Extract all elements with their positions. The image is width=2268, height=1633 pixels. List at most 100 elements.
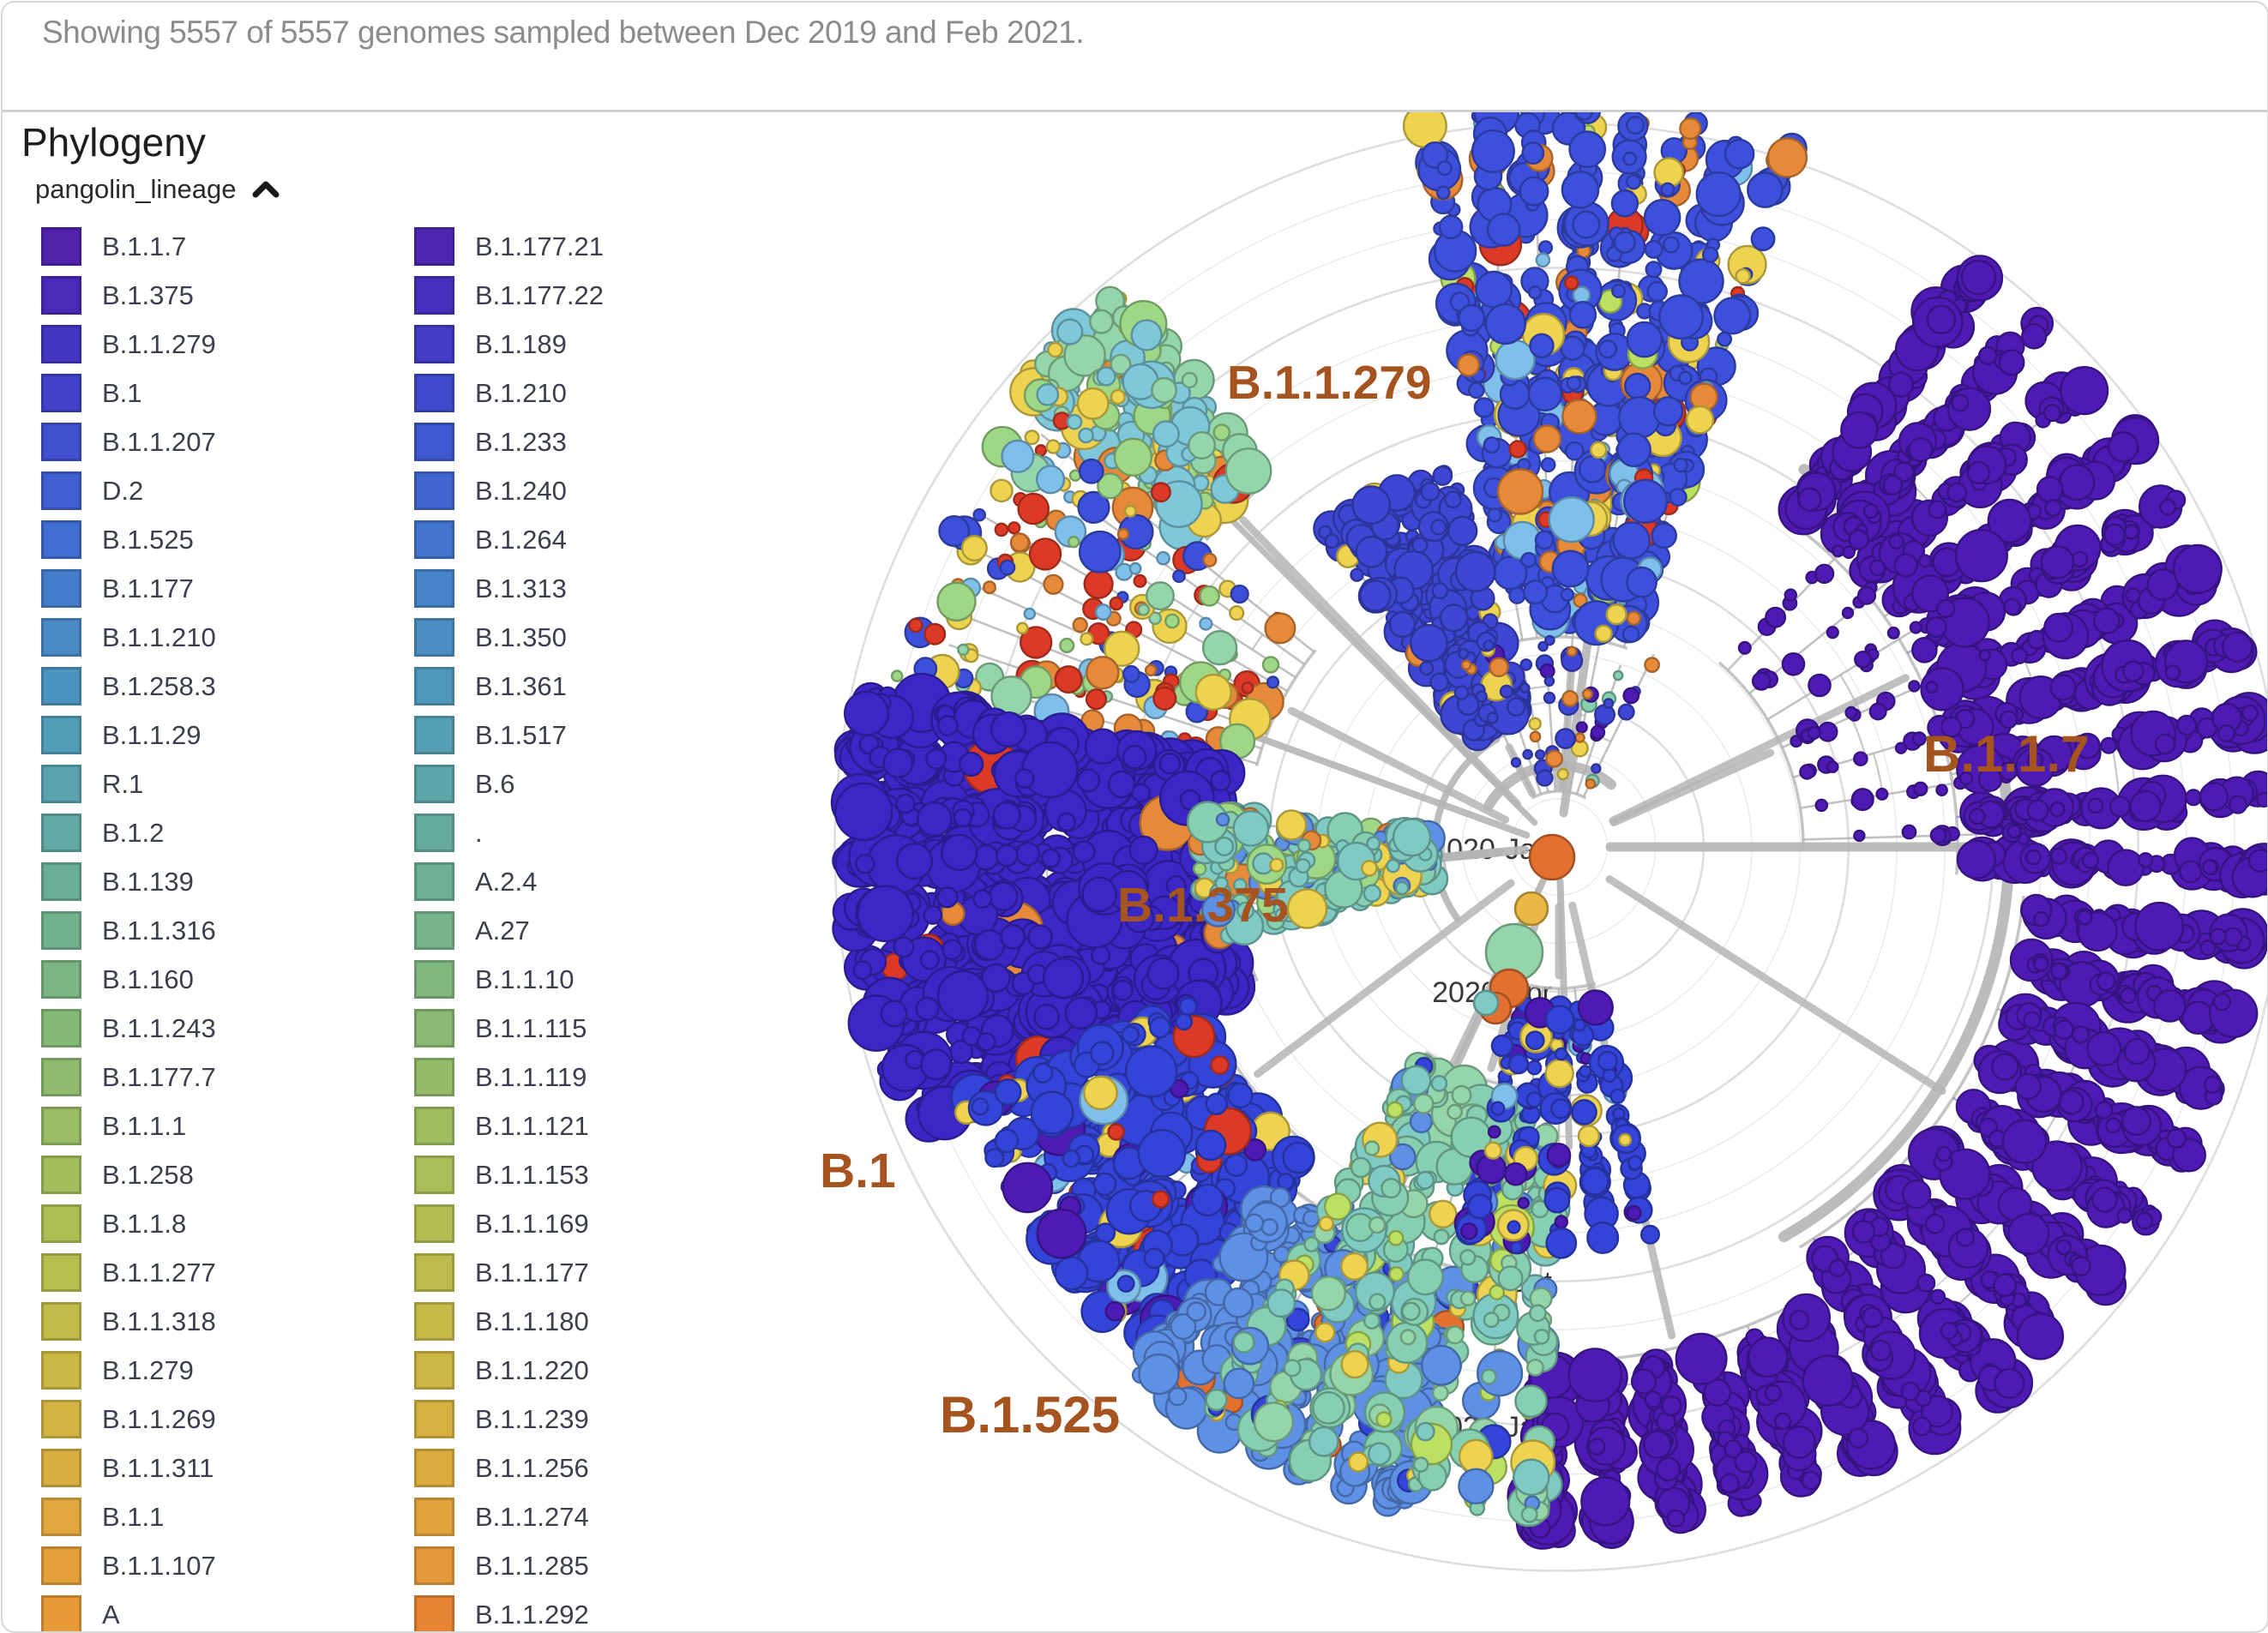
genome-node[interactable]: [1676, 1334, 1727, 1384]
genome-node[interactable]: [2057, 1240, 2071, 1254]
genome-node[interactable]: [1529, 378, 1561, 411]
genome-node[interactable]: [1145, 1249, 1164, 1268]
genome-node[interactable]: [1995, 1369, 2024, 1398]
genome-node[interactable]: [1361, 581, 1391, 611]
genome-node[interactable]: [1931, 1290, 1945, 1304]
genome-node[interactable]: [1267, 677, 1278, 688]
genome-node[interactable]: [1312, 1276, 1345, 1310]
genome-node[interactable]: [1445, 492, 1460, 507]
genome-node[interactable]: [1049, 343, 1062, 357]
genome-node[interactable]: [2044, 614, 2072, 642]
genome-node[interactable]: [1063, 1150, 1080, 1167]
genome-node[interactable]: [1890, 535, 1904, 549]
genome-node[interactable]: [1614, 523, 1650, 559]
genome-node[interactable]: [1192, 1185, 1223, 1216]
genome-node[interactable]: [1798, 489, 1820, 511]
genome-node[interactable]: [1056, 1258, 1088, 1290]
genome-node[interactable]: [2026, 850, 2040, 864]
genome-node[interactable]: [1687, 406, 1713, 433]
genome-node[interactable]: [2037, 477, 2062, 502]
genome-node[interactable]: [1475, 399, 1494, 417]
genome-node[interactable]: [2224, 928, 2241, 946]
genome-node[interactable]: [1068, 537, 1079, 547]
genome-node[interactable]: [1489, 508, 1501, 521]
genome-node[interactable]: [2051, 849, 2066, 864]
genome-node[interactable]: [1083, 878, 1116, 911]
genome-node[interactable]: [892, 671, 902, 681]
genome-node[interactable]: [1721, 1474, 1739, 1492]
genome-node[interactable]: [2072, 1026, 2089, 1042]
genome-node[interactable]: [1627, 176, 1640, 189]
genome-node[interactable]: [2042, 546, 2073, 578]
genome-node[interactable]: [1736, 269, 1750, 283]
genome-node[interactable]: [1431, 520, 1446, 535]
genome-node[interactable]: [897, 844, 932, 879]
genome-node[interactable]: [1459, 305, 1484, 331]
genome-node[interactable]: [924, 624, 945, 645]
genome-node[interactable]: [1766, 1385, 1781, 1401]
genome-node[interactable]: [1139, 604, 1149, 615]
genome-node[interactable]: [1523, 142, 1543, 163]
genome-node[interactable]: [1488, 213, 1519, 245]
genome-node[interactable]: [1524, 580, 1547, 603]
genome-node[interactable]: [1970, 809, 1984, 824]
genome-node[interactable]: [2177, 716, 2196, 735]
genome-node[interactable]: [1387, 1102, 1403, 1118]
genome-node[interactable]: [1957, 1229, 1974, 1246]
genome-node[interactable]: [1420, 662, 1433, 675]
genome-node[interactable]: [1499, 1266, 1523, 1290]
genome-node[interactable]: [1529, 286, 1541, 298]
genome-node[interactable]: [1819, 723, 1837, 741]
genome-node[interactable]: [1224, 1369, 1254, 1398]
genome-node[interactable]: [2089, 799, 2103, 813]
genome-node[interactable]: [1113, 981, 1132, 1000]
genome-node[interactable]: [1627, 322, 1662, 357]
genome-node[interactable]: [1459, 1469, 1493, 1504]
genome-node[interactable]: [1513, 1460, 1549, 1495]
genome-node[interactable]: [1522, 1507, 1537, 1522]
genome-node[interactable]: [1884, 476, 1903, 495]
genome-node[interactable]: [1846, 707, 1857, 718]
genome-node[interactable]: [974, 891, 991, 908]
genome-node[interactable]: [1980, 651, 1990, 661]
genome-node[interactable]: [1411, 625, 1447, 661]
genome-node[interactable]: [881, 1001, 906, 1026]
tree-nodes[interactable]: [832, 91, 2268, 1549]
genome-node[interactable]: [1832, 545, 1844, 556]
genome-node[interactable]: [1158, 552, 1170, 564]
genome-node[interactable]: [1536, 531, 1553, 549]
genome-node[interactable]: [1815, 565, 1833, 583]
genome-node[interactable]: [1783, 653, 1804, 675]
genome-node[interactable]: [835, 783, 892, 840]
genome-node[interactable]: [1808, 675, 1830, 696]
genome-node[interactable]: [1958, 841, 1995, 879]
genome-node[interactable]: [856, 855, 874, 873]
genome-node[interactable]: [1032, 1092, 1074, 1134]
genome-node[interactable]: [1429, 1201, 1456, 1228]
genome-node[interactable]: [1522, 553, 1536, 567]
genome-node[interactable]: [1926, 1215, 1944, 1233]
genome-node[interactable]: [1843, 608, 1853, 618]
genome-node[interactable]: [1484, 1312, 1499, 1327]
genome-node[interactable]: [1447, 1327, 1464, 1344]
genome-node[interactable]: [2121, 988, 2135, 1003]
genome-node[interactable]: [1994, 1275, 2015, 1296]
genome-node[interactable]: [1841, 412, 1877, 448]
genome-node[interactable]: [1123, 746, 1146, 768]
genome-node[interactable]: [1830, 1260, 1846, 1276]
genome-node[interactable]: [857, 886, 912, 941]
genome-node[interactable]: [1437, 187, 1449, 199]
genome-node[interactable]: [1549, 497, 1594, 542]
genome-node[interactable]: [990, 480, 1012, 501]
genome-node[interactable]: [1627, 117, 1644, 134]
genome-node[interactable]: [1854, 753, 1867, 765]
genome-node[interactable]: [2051, 964, 2066, 979]
genome-node[interactable]: [1153, 687, 1176, 710]
genome-node[interactable]: [2018, 1313, 2063, 1359]
genome-node[interactable]: [2218, 725, 2235, 741]
genome-node[interactable]: [1854, 831, 1864, 841]
genome-node[interactable]: [1903, 826, 1916, 838]
genome-node[interactable]: [1422, 1346, 1460, 1384]
genome-node[interactable]: [1562, 399, 1596, 433]
genome-node[interactable]: [972, 1099, 989, 1115]
